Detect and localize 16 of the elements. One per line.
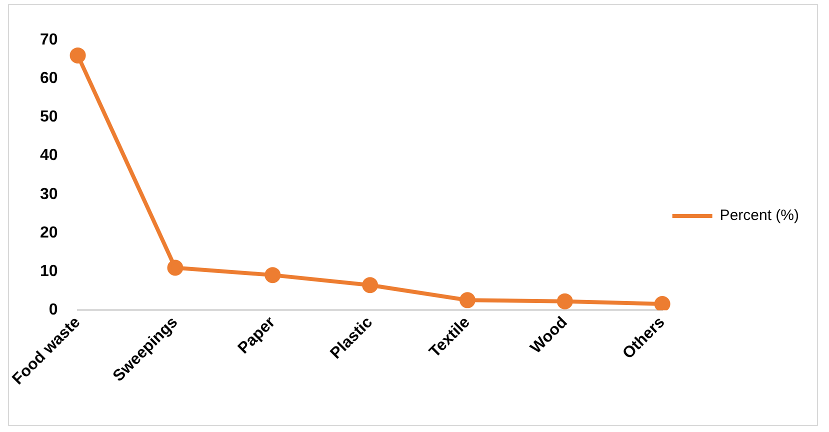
point <box>556 293 573 310</box>
y-tick-label: 0 <box>48 302 58 319</box>
point <box>70 47 86 64</box>
y-tick-label: 60 <box>40 70 58 88</box>
y-tick-label: 40 <box>40 147 58 164</box>
y-tick-label: 10 <box>40 263 58 280</box>
point <box>362 277 378 294</box>
legend-label: Percent (%) <box>720 207 800 224</box>
point <box>167 260 184 276</box>
point <box>459 292 476 308</box>
point <box>654 296 670 310</box>
y-tick-label: 20 <box>40 224 58 242</box>
y-tick-label: 70 <box>40 31 58 48</box>
y-tick-label: 30 <box>40 186 58 203</box>
point <box>264 267 281 284</box>
y-tick-label: 50 <box>40 108 58 126</box>
